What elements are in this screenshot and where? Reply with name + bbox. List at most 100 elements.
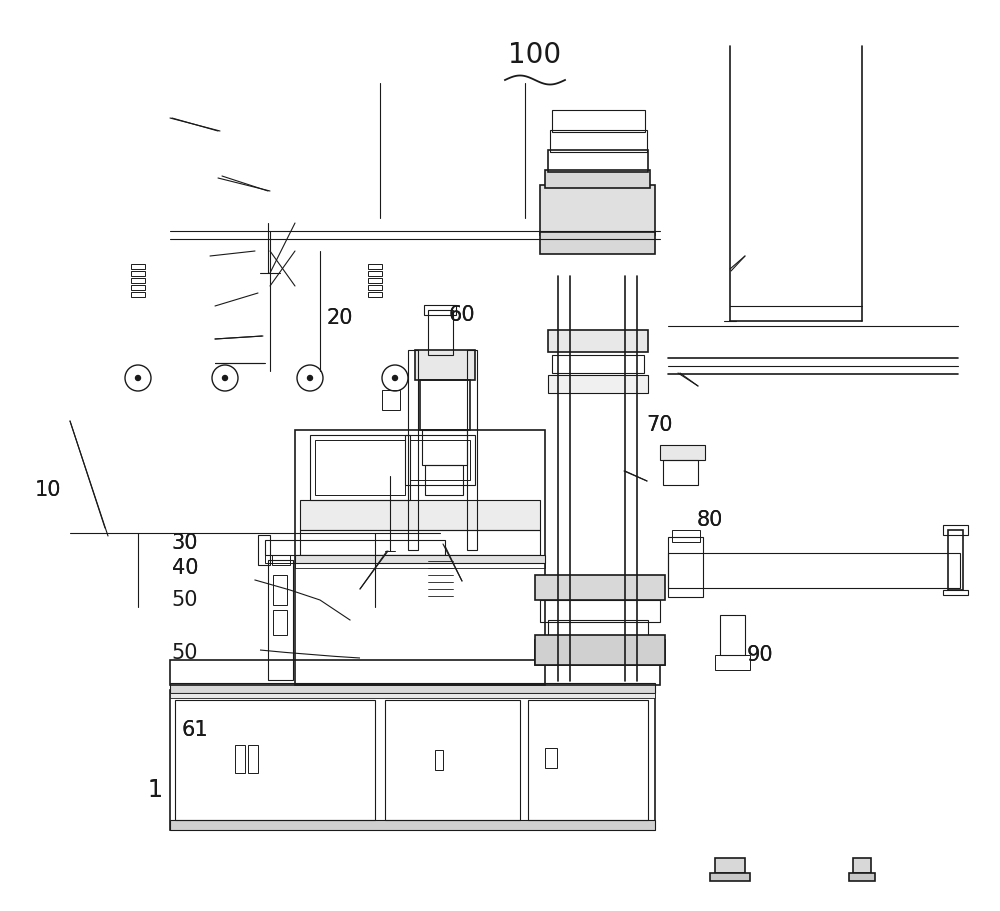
Bar [131, 292, 145, 297]
Bar [663, 460, 698, 485]
Bar [273, 610, 287, 635]
Bar [131, 285, 145, 290]
Text: 61: 61 [182, 720, 208, 740]
Bar [300, 530, 540, 555]
Circle shape [136, 375, 140, 381]
Bar [368, 264, 382, 269]
Bar [410, 440, 470, 480]
Bar [668, 537, 703, 597]
Bar [425, 465, 463, 495]
Bar [548, 150, 648, 172]
Text: 40: 40 [172, 558, 198, 578]
Bar [295, 563, 545, 568]
Bar [405, 435, 475, 485]
Text: 90: 90 [747, 645, 773, 665]
Bar [420, 380, 470, 430]
Bar [467, 350, 477, 550]
Bar [170, 683, 655, 693]
Bar [415, 350, 475, 380]
Bar [170, 693, 655, 698]
Bar [435, 750, 443, 770]
Bar [943, 525, 968, 535]
Bar [540, 232, 655, 254]
Bar [849, 873, 875, 881]
Text: 30: 30 [172, 533, 198, 553]
Bar [368, 278, 382, 283]
Bar [422, 430, 467, 465]
Text: 60: 60 [449, 305, 475, 325]
Bar [170, 690, 655, 830]
Bar [548, 330, 648, 352]
Bar [315, 440, 405, 495]
Text: 60: 60 [449, 305, 475, 325]
Bar [300, 500, 540, 530]
Bar [550, 130, 647, 152]
Text: 100: 100 [508, 41, 562, 69]
Bar [548, 620, 648, 640]
Bar [535, 640, 665, 665]
Bar [382, 390, 400, 410]
Bar [660, 445, 705, 460]
Bar [715, 858, 745, 873]
Text: 50: 50 [172, 643, 198, 663]
Bar [668, 553, 960, 588]
Bar [385, 700, 520, 820]
Bar [272, 555, 290, 565]
Bar [715, 655, 750, 670]
Bar [540, 600, 660, 622]
Bar [710, 873, 750, 881]
Bar [552, 110, 645, 132]
Bar [948, 530, 963, 590]
Text: 40: 40 [172, 558, 198, 578]
Bar [235, 745, 245, 773]
Bar [175, 700, 375, 820]
Text: 70: 70 [647, 415, 673, 435]
Text: 10: 10 [35, 480, 61, 500]
Text: 30: 30 [172, 533, 198, 553]
Bar [535, 575, 665, 600]
Bar [265, 540, 445, 555]
Bar [535, 635, 665, 665]
Bar [170, 820, 655, 830]
Bar [545, 748, 557, 768]
Bar [720, 615, 745, 655]
Bar [528, 700, 648, 820]
Bar [265, 555, 445, 563]
Bar [248, 745, 258, 773]
Text: 1: 1 [148, 778, 162, 802]
Bar [368, 285, 382, 290]
Bar [408, 350, 418, 550]
Text: 61: 61 [182, 720, 208, 740]
Circle shape [222, 375, 228, 381]
Bar [131, 264, 145, 269]
Text: 20: 20 [327, 308, 353, 328]
Bar [170, 660, 660, 685]
Text: 20: 20 [327, 308, 353, 328]
Text: 1: 1 [148, 778, 162, 802]
Bar [368, 292, 382, 297]
Bar [295, 555, 545, 563]
Bar [428, 310, 453, 355]
Bar [131, 278, 145, 283]
Circle shape [392, 375, 398, 381]
Text: 90: 90 [747, 645, 773, 665]
Text: 80: 80 [697, 510, 723, 530]
Bar [258, 535, 270, 565]
Bar [268, 560, 293, 680]
Bar [548, 375, 648, 393]
Bar [853, 858, 871, 873]
Bar [368, 271, 382, 276]
Text: 80: 80 [697, 510, 723, 530]
Bar [295, 430, 545, 685]
Bar [545, 170, 650, 188]
Circle shape [308, 375, 312, 381]
Bar [424, 305, 456, 315]
Bar [943, 590, 968, 595]
Bar [540, 185, 655, 235]
Bar [552, 355, 644, 373]
Bar [672, 530, 700, 542]
Text: 50: 50 [172, 590, 198, 610]
Text: 70: 70 [647, 415, 673, 435]
Bar [131, 271, 145, 276]
Text: 10: 10 [35, 480, 61, 500]
